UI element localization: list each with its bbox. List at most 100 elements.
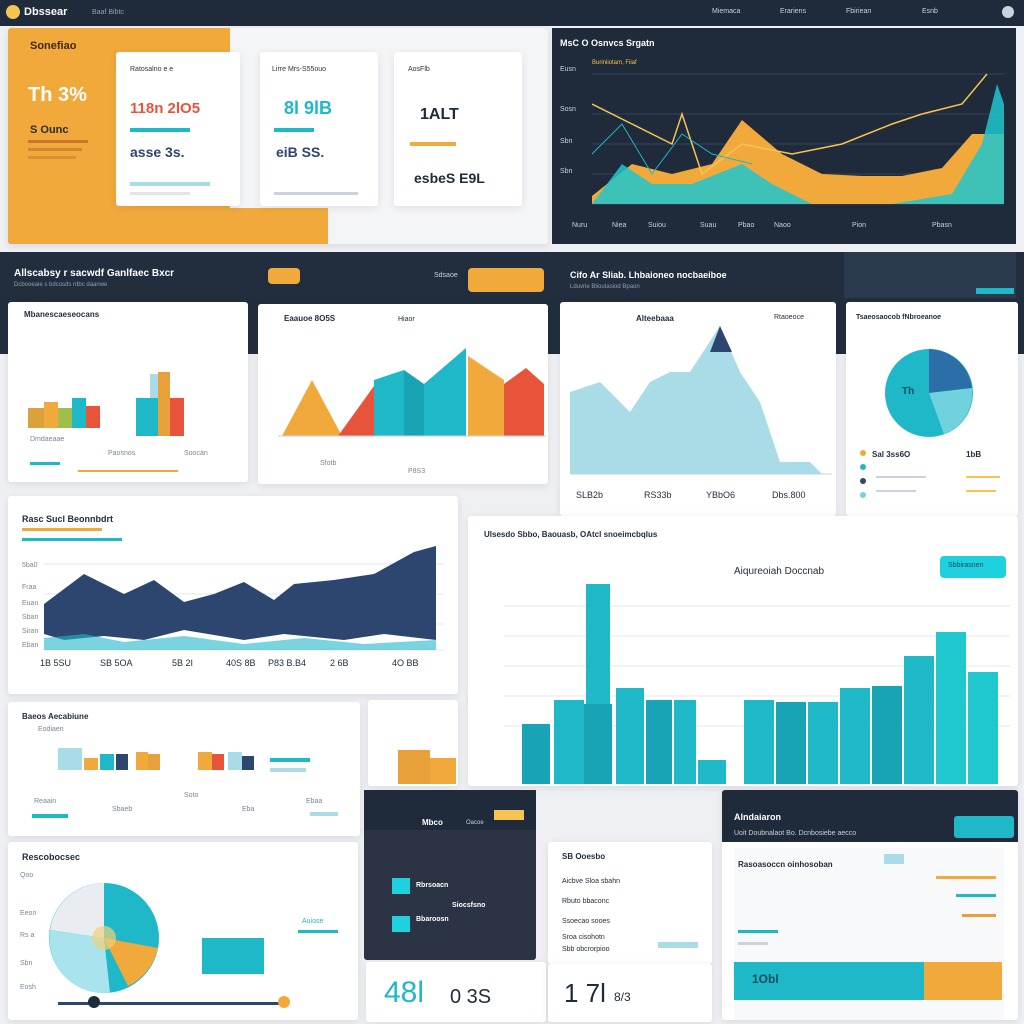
dark-tab-1[interactable]: Mbco (422, 818, 443, 827)
dark-tile[interactable] (392, 916, 410, 932)
section-button[interactable] (268, 268, 300, 284)
card-title: Rescobocsec (22, 852, 81, 862)
nav-right-2[interactable]: Erariens (780, 8, 807, 15)
legend-item: Soocan (184, 450, 208, 457)
x-tick: 4O BB (392, 658, 419, 668)
bar (522, 724, 550, 784)
x-tick: P8S3 (408, 468, 426, 475)
value-label: Dbs.800 (772, 490, 806, 500)
kpi-value-2: eiB SS. (276, 144, 325, 160)
x-tick: Nuru (572, 222, 588, 229)
bar (58, 748, 82, 770)
mountain-chart-card: Eaauoe 8O5S Hiaor Sfotb P8S3 (258, 304, 548, 484)
list-item[interactable]: Ssoecao sooes (562, 918, 610, 925)
action-button[interactable] (940, 556, 1006, 578)
profile-icon[interactable] (1002, 6, 1014, 18)
y-tick: Sbn (20, 960, 33, 967)
dark-tab-accent (494, 810, 524, 820)
progress-track (58, 1002, 282, 1005)
teal-bar-chart (504, 584, 1010, 784)
line-series (592, 73, 988, 176)
donut-chart (49, 883, 159, 994)
logo-icon (6, 5, 20, 19)
stat-value: 0 3S (450, 986, 492, 1008)
line-series-2 (592, 123, 753, 175)
progress-knob[interactable] (278, 996, 290, 1008)
stat-value: 1 7l (564, 978, 606, 1008)
donut-slice (50, 883, 104, 938)
donut-slice (49, 930, 110, 994)
header-accent[interactable] (954, 816, 1014, 838)
value-bar-orange (924, 962, 1002, 1000)
row-line (956, 894, 996, 897)
teal-block (374, 370, 404, 436)
app-logo[interactable]: Dbssear (24, 6, 68, 18)
teal-ripple (44, 634, 436, 650)
list-item[interactable]: Sbb obcrorpioo (562, 946, 610, 953)
stat-value: 48l (384, 976, 425, 1009)
x-tick: Soto (184, 792, 199, 799)
card-title: Eaauoe 8O5S (284, 314, 336, 323)
top-area-chart (592, 73, 1004, 205)
x-tick: Niea (612, 222, 627, 229)
bar (872, 686, 902, 784)
hero-bg-orange-band (8, 208, 328, 244)
card-title: Alndaiaron (734, 812, 782, 822)
dark-peak (710, 326, 732, 352)
bottom-stat-card: 48l 0 3S (366, 962, 546, 1022)
bar (698, 760, 726, 784)
bar (148, 754, 160, 770)
kpi-progress (274, 192, 358, 195)
nav-link[interactable]: Baaf Bibtc (92, 9, 124, 16)
kpi-progress (130, 182, 210, 186)
card-title: Rasc Sucl Beonnbdrt (22, 514, 114, 524)
card-subtitle: Aiqureoiah Doccnab (734, 566, 825, 577)
y-tick: Sbn (560, 138, 573, 145)
chart-title: Rasoasoccn oinhosoban (738, 860, 833, 869)
bar (198, 752, 212, 770)
row-label: Sal 3ss6O (872, 450, 911, 459)
kpi-card-2[interactable]: Lirre Mrs-S55ouo 8l 9lB eiB SS. (260, 52, 378, 206)
section-orange-button[interactable] (468, 268, 544, 292)
grouped-bar-chart (28, 372, 184, 436)
bar (584, 704, 612, 784)
bar (968, 672, 998, 784)
list-item[interactable]: Rbuto bbaconc (562, 898, 610, 905)
dark-tab-2[interactable]: Oacoe (466, 820, 484, 826)
nav-right-4[interactable]: Esnb (922, 8, 938, 15)
kpi-card-3[interactable]: AosFlb 1ALT esbeS E9L (394, 52, 522, 206)
kpi-value-2: esbeS E9L (414, 170, 485, 186)
bar (646, 700, 672, 784)
kpi-bar (410, 142, 456, 146)
x-tick: Suau (700, 222, 717, 229)
kpi-card-1[interactable]: Ratosalno e e 118n 2lO5 asse 3s. (116, 52, 240, 206)
list-item[interactable]: Aicbve Sloa sbahn (562, 878, 620, 885)
list-item[interactable]: Sroa cisohotn (562, 934, 605, 941)
x-tick: Sbaeb (112, 806, 133, 813)
bar (72, 398, 86, 428)
orange-block (468, 356, 504, 436)
dark-label: Bbaroosn (416, 916, 449, 923)
bar (674, 700, 696, 784)
legend-box (202, 938, 264, 974)
hero-sub-line-2 (28, 148, 82, 151)
bar (136, 752, 148, 770)
x-tick: Pbasn (932, 222, 952, 229)
kpi-bar (130, 128, 190, 132)
kpi-value-2: asse 3s. (130, 144, 185, 160)
section-link[interactable]: Sdsaoe (434, 272, 458, 279)
legend-line-teal (30, 462, 60, 465)
nav-right-3[interactable]: Fbiriean (846, 8, 872, 15)
progress-knob[interactable] (88, 996, 100, 1008)
action-button-label[interactable]: Sbbirasnen (948, 562, 984, 569)
nav-right-1[interactable]: Miemaca (712, 8, 741, 15)
y-tick: 5ba0 (22, 562, 38, 569)
bar (136, 398, 158, 436)
section-subtitle: Dcbooeaie s bdcosds rdbc daanwe (14, 282, 108, 288)
hero-big-value: Th 3% (28, 84, 87, 106)
area-chart-card: Alteebaaa Rtaoeoce SLB2b RS33b YBbO6 Dbs… (560, 302, 836, 516)
bottom-stat-card-2: 1 7l 8/3 (548, 964, 712, 1022)
kpi-value-1: 8l 9lB (284, 98, 333, 118)
dark-tile[interactable] (392, 878, 410, 894)
x-tick: Suiou (648, 222, 666, 229)
